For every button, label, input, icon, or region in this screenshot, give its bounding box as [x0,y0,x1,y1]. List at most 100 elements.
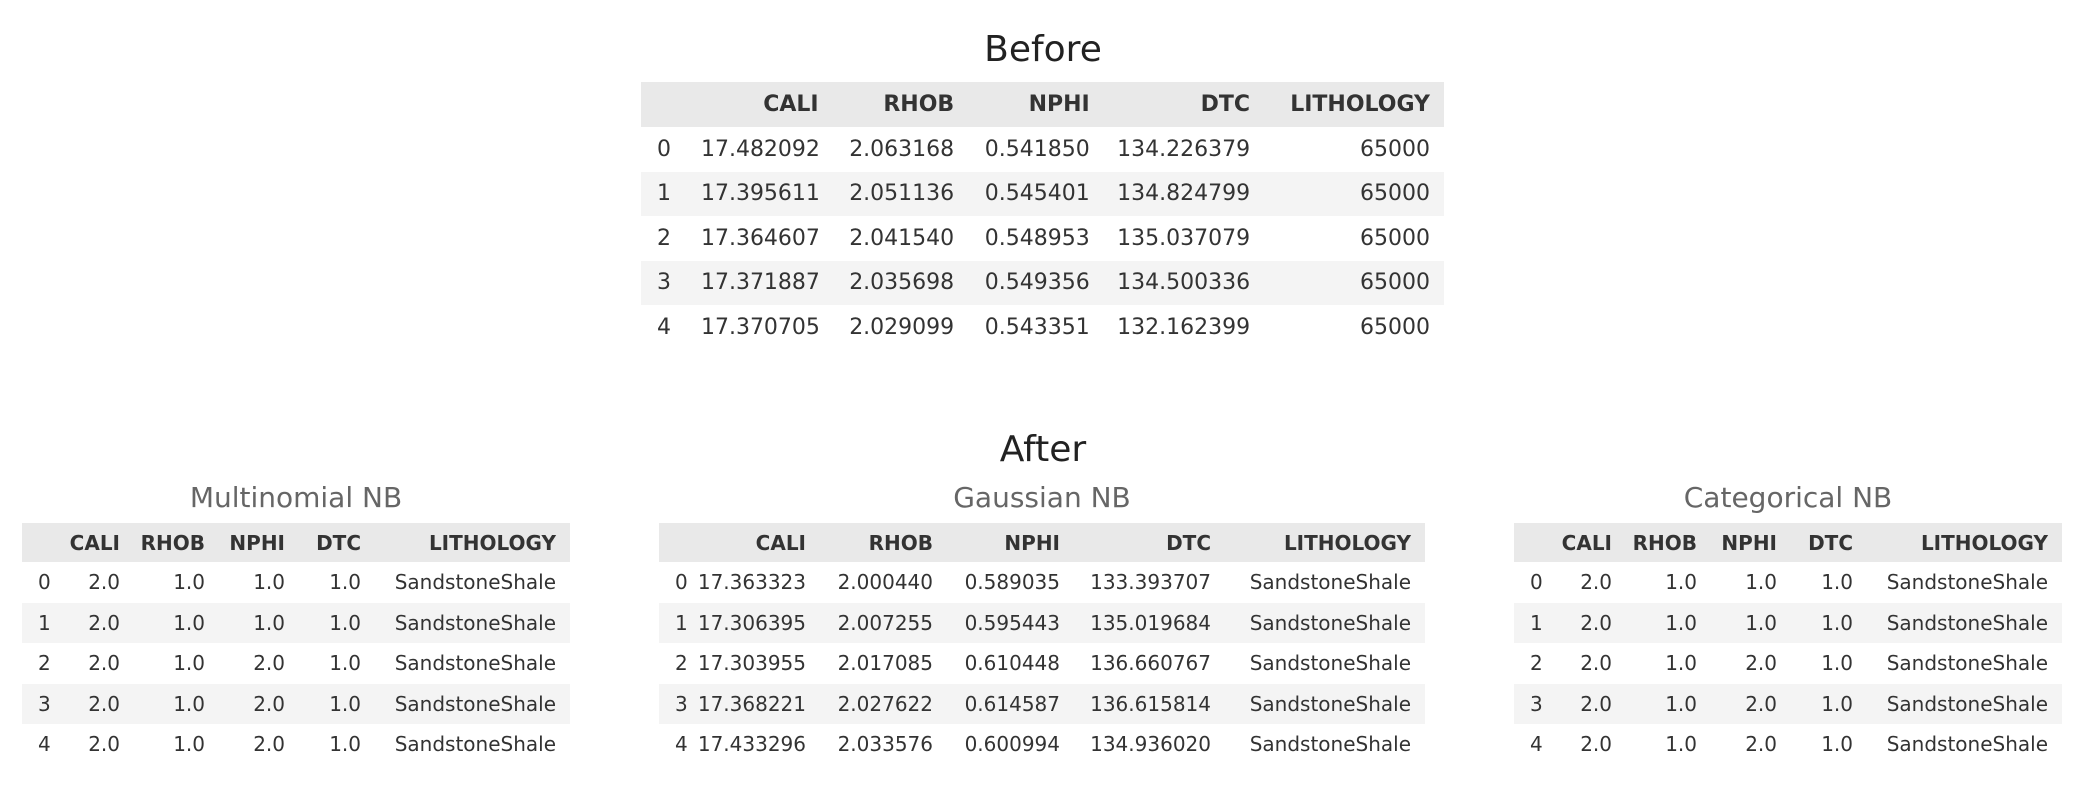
cell-nphi: 1.0 [1745,610,1777,635]
cell-rhob: 1.0 [173,651,205,676]
cell-nphi: 0.541850 [984,136,1090,162]
before-heading: Before [984,29,1102,70]
column-header-rhob: RHOB [868,530,933,555]
cell-lithology: SandstoneShale [1886,651,2048,676]
cell-rhob: 1.0 [173,732,205,757]
cell-dtc: 135.019684 [1090,610,1211,635]
table-row: 0 2.0 1.0 1.0 1.0 SandstoneShale [1514,562,2062,603]
before-table-block: CALI RHOB NPHI DTC LITHOLOGY 0 17.482092 2.063… [641,82,1444,350]
cell-cali: 2.0 [88,732,120,757]
cell-cali: 17.364607 [700,225,820,251]
column-header-nphi: NPHI [1004,530,1060,555]
cell-dtc: 133.393707 [1090,570,1211,595]
column-header-lithology: LITHOLOGY [428,530,556,555]
cell-lithology: SandstoneShale [1249,651,1411,676]
cell-dtc: 134.824799 [1117,181,1251,207]
index-header [22,523,62,562]
cell-dtc: 1.0 [329,570,361,595]
cell-rhob: 2.007255 [837,610,933,635]
cell-rhob: 2.033576 [837,732,933,757]
cell-rhob: 1.0 [173,691,205,716]
cell-cali: 17.303955 [697,651,806,676]
cell-rhob: 2.051136 [849,181,955,207]
cell-lithology: SandstoneShale [394,732,556,757]
cell-nphi: 0.600994 [964,732,1060,757]
cell-cali: 17.433296 [697,732,806,757]
cell-rhob: 2.035698 [849,270,955,296]
row-index: 2 [1530,651,1543,676]
gaussian-nb-caption: Gaussian NB [953,481,1131,514]
cell-dtc: 1.0 [1821,732,1853,757]
table-row: 4 17.370705 2.029099 0.543351 132.162399 6500… [641,305,1444,350]
column-header-rhob: RHOB [1632,530,1697,555]
cell-rhob: 2.041540 [849,225,955,251]
cell-dtc: 134.226379 [1117,136,1251,162]
header-row: CALI RHOB NPHI DTC LITHOLOGY [641,82,1444,127]
cell-lithology: SandstoneShale [1886,732,2048,757]
cell-lithology: SandstoneShale [394,691,556,716]
table-row: 1 17.306395 2.007255 0.595443 135.019684 Sand… [659,602,1425,643]
cell-cali: 2.0 [1580,570,1612,595]
column-header-lithology: LITHOLOGY [1283,530,1411,555]
after-heading: After [999,429,1087,470]
cell-cali: 2.0 [88,691,120,716]
header-row: CALI RHOB NPHI DTC LITHOLOGY [22,523,570,562]
column-header-cali: CALI [69,530,120,555]
index-header [1514,523,1554,562]
table-row: 2 2.0 1.0 2.0 1.0 SandstoneShale [1514,643,2062,684]
cell-dtc: 1.0 [1821,691,1853,716]
table-row: 1 2.0 1.0 1.0 1.0 SandstoneShale [22,602,570,643]
table-row: 4 17.433296 2.033576 0.600994 134.936020 Sand… [659,724,1425,765]
cell-rhob: 2.029099 [849,314,955,340]
row-index: 0 [657,136,671,162]
cell-nphi: 0.610448 [964,651,1060,676]
row-index: 4 [657,314,671,340]
multinomial-nb-caption: Multinomial NB [189,481,403,514]
column-header-cali: CALI [755,530,806,555]
cell-rhob: 2.017085 [837,651,933,676]
column-header-lithology: LITHOLOGY [1920,530,2048,555]
cell-rhob: 1.0 [1665,732,1697,757]
cell-dtc: 134.500336 [1117,270,1251,296]
multinomial-nb-block: Multinomial NB CALI RHOB NPHI DTC LITHOLOGY … [22,484,570,765]
cell-nphi: 2.0 [253,691,285,716]
cell-lithology: SandstoneShale [1249,691,1411,716]
cell-cali: 2.0 [1580,610,1612,635]
before-table: CALI RHOB NPHI DTC LITHOLOGY 0 17.482092 2.063… [641,82,1444,350]
cell-nphi: 2.0 [1745,651,1777,676]
cell-dtc: 1.0 [1821,570,1853,595]
cell-lithology: SandstoneShale [394,570,556,595]
row-index: 0 [1530,570,1543,595]
cell-nphi: 0.614587 [964,691,1060,716]
row-index: 4 [675,732,688,757]
cell-dtc: 134.936020 [1090,732,1211,757]
row-index: 0 [675,570,688,595]
cell-nphi: 2.0 [1745,732,1777,757]
cell-nphi: 0.595443 [964,610,1060,635]
cell-rhob: 1.0 [173,610,205,635]
cell-lithology: SandstoneShale [1886,691,2048,716]
cell-dtc: 1.0 [329,610,361,635]
column-header-rhob: RHOB [883,92,955,117]
cell-cali: 2.0 [1580,651,1612,676]
cell-cali: 17.306395 [697,610,806,635]
row-index: 1 [38,610,51,635]
categorical-nb-caption: Categorical NB [1683,481,1893,514]
row-index: 2 [657,225,671,251]
cell-nphi: 0.545401 [984,181,1090,207]
cell-rhob: 2.063168 [849,136,955,162]
cell-cali: 2.0 [88,570,120,595]
cell-lithology: SandstoneShale [1886,570,2048,595]
cell-cali: 2.0 [88,610,120,635]
table-row: 3 2.0 1.0 2.0 1.0 SandstoneShale [1514,683,2062,724]
cell-dtc: 1.0 [329,651,361,676]
column-header-nphi: NPHI [1028,92,1090,117]
table-row: 1 17.395611 2.051136 0.545401 134.824799 6500… [641,171,1444,216]
row-index: 0 [38,570,51,595]
cell-rhob: 2.027622 [837,691,933,716]
cell-nphi: 0.589035 [964,570,1060,595]
cell-nphi: 0.543351 [984,314,1090,340]
column-header-nphi: NPHI [1721,530,1777,555]
cell-dtc: 1.0 [1821,651,1853,676]
cell-dtc: 136.660767 [1090,651,1211,676]
